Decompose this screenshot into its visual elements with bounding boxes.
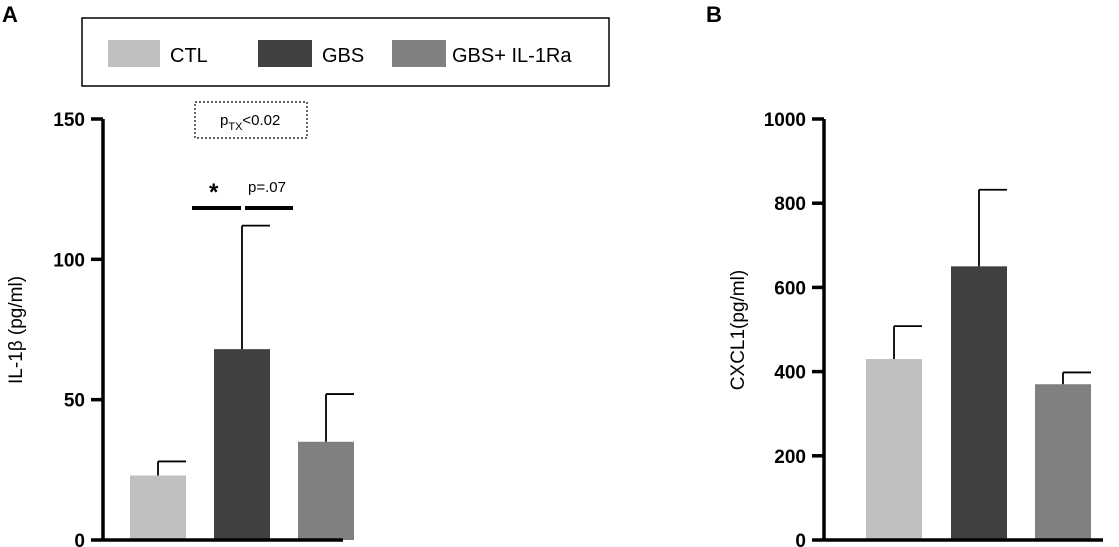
legend-swatch-ctl (108, 40, 160, 67)
panel-letter-a: A (2, 2, 18, 27)
legend-frame (81, 17, 610, 87)
legend-swatch-gbs-il1ra (392, 40, 446, 67)
bar-ctl (866, 358, 922, 540)
treatment-p-label: pTX<0.02 (220, 112, 280, 133)
panel-a-chart: 0 50 100 150 IL-1β (pg/ml) (6, 110, 354, 547)
y-tick-label: 50 (64, 391, 85, 412)
y-tick-label: 1000 (764, 110, 806, 131)
y-tick-label: 0 (795, 531, 806, 547)
bar-ctl (130, 475, 186, 540)
pvalue-label: p=.07 (248, 179, 286, 196)
panel-a-annotations: pTX<0.02 * p=.07 (192, 101, 308, 210)
legend: CTL GBS GBS+ IL-1Ra (81, 17, 610, 87)
bar-gbs-il1ra (1035, 384, 1091, 540)
y-tick-label: 0 (74, 531, 85, 547)
y-tick-label: 400 (774, 363, 806, 384)
bar-gbs (951, 266, 1007, 540)
significance-star: * (209, 179, 219, 206)
y-axis-label: IL-1β (pg/ml) (6, 276, 27, 384)
y-axis-label: CXCL1(pg/ml) (728, 270, 749, 390)
y-tick-label: 600 (774, 278, 806, 299)
y-tick-label: 100 (53, 250, 85, 271)
legend-label-ctl: CTL (170, 45, 208, 67)
legend-label-gbs-il1ra: GBS+ IL-1Ra (452, 45, 572, 67)
legend-swatch-gbs (258, 40, 312, 67)
treatment-p-box (194, 101, 308, 139)
bar-gbs-il1ra (298, 441, 354, 540)
y-tick-label: 200 (774, 447, 806, 468)
legend-label-gbs: GBS (322, 45, 364, 67)
panel-letter-b: B (706, 2, 722, 27)
y-tick-label: 800 (774, 194, 806, 215)
bar-gbs (214, 349, 270, 540)
y-tick-label: 150 (53, 110, 85, 131)
panel-b-chart: 0 200 400 600 800 1000 CXCL1(pg/ml) (728, 110, 1103, 547)
